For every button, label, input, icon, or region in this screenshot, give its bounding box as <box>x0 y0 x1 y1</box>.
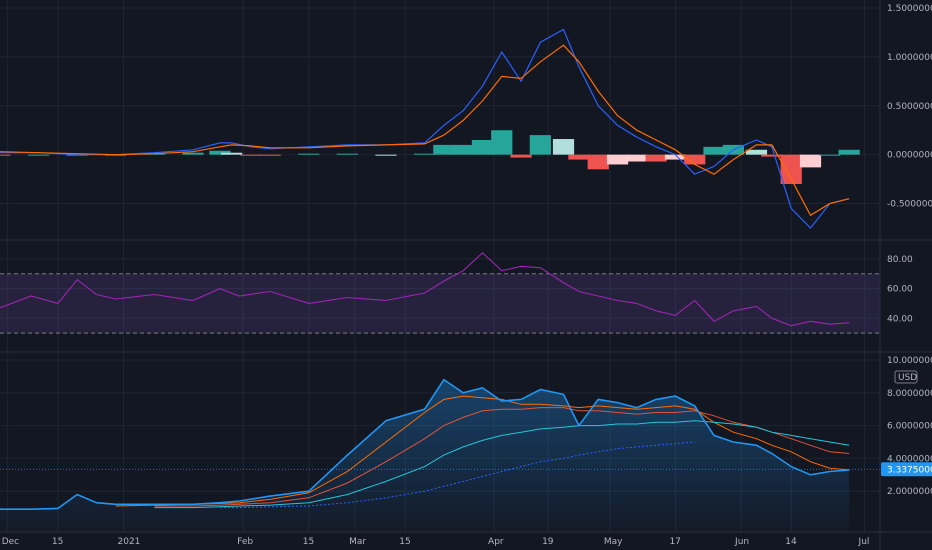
unit-label: USD <box>898 373 917 383</box>
x-tick-5: Mar <box>349 537 366 547</box>
price-panel <box>0 378 880 532</box>
rsi-ytick-0: 80.00 <box>887 255 913 265</box>
macd-ytick-2: 0.50000000 <box>887 102 932 112</box>
macd-hist-bar-26 <box>664 154 687 160</box>
macd-panel <box>0 28 860 229</box>
macd-hist-bar-0 <box>0 154 11 156</box>
macd-hist-bar-32 <box>780 154 802 184</box>
macd-hist-bar-13 <box>413 153 436 155</box>
macd-hist-bar-16 <box>471 140 494 155</box>
rsi-ytick-2: 40.00 <box>887 314 913 324</box>
x-tick-7: Apr <box>488 537 504 547</box>
ma-slow-line <box>154 420 850 509</box>
macd-ytick-3: 0.00000000 <box>887 151 932 161</box>
macd-hist-bar-22 <box>587 154 609 170</box>
macd-hist-bar-14 <box>433 144 455 155</box>
macd-ytick-1: 1.00000000 <box>887 53 932 63</box>
macd-hist-bar-27 <box>684 154 706 165</box>
ma-fast-line <box>115 395 850 507</box>
macd-line <box>0 28 850 229</box>
x-tick-4: 15 <box>303 537 314 547</box>
x-tick-6: 15 <box>399 537 410 547</box>
price-ytick-4: 2.00000000 <box>887 487 932 497</box>
x-tick-10: 17 <box>669 537 680 547</box>
price-ytick-1: 8.00000000 <box>887 389 932 399</box>
price-line <box>0 378 850 510</box>
last-price-label: 3.33750000 <box>887 465 932 475</box>
x-tick-9: May <box>604 537 623 547</box>
x-tick-13: Jul <box>858 537 870 547</box>
x-tick-12: 14 <box>785 537 797 547</box>
y-axis: 1.50000000 1.00000000 0.50000000 0.00000000… <box>881 4 932 497</box>
macd-hist-bar-5 <box>182 152 204 155</box>
x-tick-8: 19 <box>542 537 554 547</box>
price-ytick-2: 6.00000000 <box>887 422 932 432</box>
macd-hist-bar-23 <box>606 154 629 165</box>
macd-hist-bar-24 <box>626 154 648 162</box>
macd-hist-bar-1 <box>27 154 50 156</box>
macd-ytick-0: 1.50000000 <box>887 4 932 14</box>
macd-hist-bar-17 <box>491 130 513 155</box>
macd-hist-bar-6 <box>209 150 231 155</box>
macd-hist-bar-31 <box>761 154 783 157</box>
signal-line <box>0 44 850 217</box>
macd-hist-bar-18 <box>510 154 532 158</box>
macd-hist-bar-8 <box>240 154 262 156</box>
x-tick-0: Dec <box>2 537 19 547</box>
macd-hist-bar-15 <box>452 144 474 155</box>
macd-hist-bar-33 <box>799 154 822 168</box>
rsi-band-fill <box>0 273 880 334</box>
ma-long-line <box>220 441 695 509</box>
macd-ytick-4: -0.50000000 <box>887 200 932 210</box>
macd-hist-bar-11 <box>336 153 358 155</box>
macd-hist-bar-25 <box>645 154 667 162</box>
last-price-badge <box>881 462 932 477</box>
macd-hist-bar-12 <box>375 154 397 156</box>
rsi-line <box>0 252 850 327</box>
macd-hist-bar-30 <box>745 149 768 155</box>
macd-hist-bar-21 <box>568 154 590 160</box>
rsi-panel <box>0 252 880 334</box>
price-ytick-0: 10.00000000 <box>887 356 932 366</box>
macd-hist-bar-19 <box>529 135 551 155</box>
price-area-fill <box>0 379 850 532</box>
macd-hist-bar-10 <box>298 153 320 155</box>
x-tick-2: 2021 <box>118 537 141 547</box>
x-tick-1: 15 <box>52 537 63 547</box>
x-tick-3: Feb <box>237 537 253 547</box>
x-tick-11: Jun <box>734 537 749 547</box>
macd-hist-bar-7 <box>220 152 243 155</box>
price-ytick-3: 4.00000000 <box>887 454 932 464</box>
rsi-ytick-1: 60.00 <box>887 285 913 295</box>
macd-hist-bar-35 <box>838 149 860 155</box>
macd-hist-bar-28 <box>703 146 725 155</box>
unit-badge <box>894 370 918 384</box>
macd-hist-bar-9 <box>259 154 281 156</box>
macd-hist-bar-20 <box>552 139 575 155</box>
macd-hist-bar-34 <box>819 154 841 156</box>
x-axis: Dec 15 2021 Feb 15 Mar 15 Apr 19 May 17 Jun 14 Jul <box>2 537 870 547</box>
